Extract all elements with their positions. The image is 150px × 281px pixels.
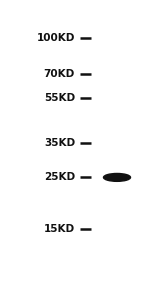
Text: 55KD: 55KD: [44, 93, 75, 103]
Text: 25KD: 25KD: [44, 173, 75, 182]
Text: 100KD: 100KD: [37, 33, 75, 43]
Text: 70KD: 70KD: [44, 69, 75, 79]
Text: 15KD: 15KD: [44, 224, 75, 234]
Text: 35KD: 35KD: [44, 139, 75, 148]
Ellipse shape: [103, 173, 130, 181]
